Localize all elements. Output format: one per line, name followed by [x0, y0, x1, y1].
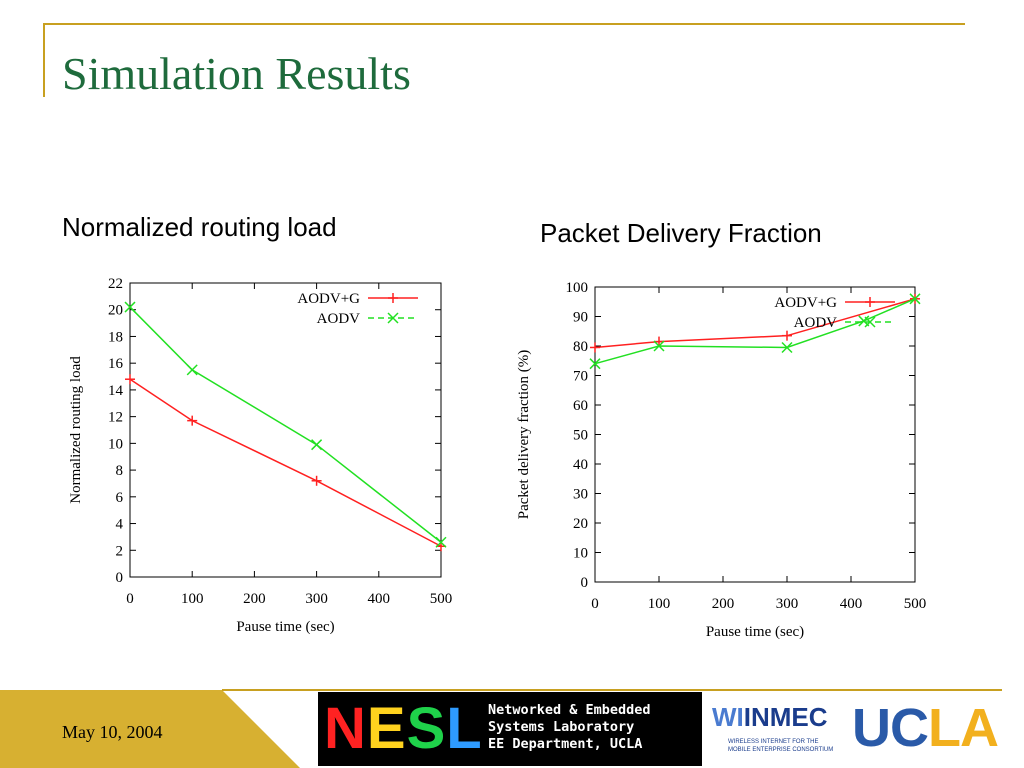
- legend-label-aodv-g: AODV+G: [297, 291, 360, 307]
- y-tick-label: 2: [116, 543, 124, 559]
- chart-caption-routing-load: Normalized routing load: [62, 212, 337, 242]
- title-frame: [43, 23, 965, 97]
- y-tick-label: 0: [116, 570, 124, 586]
- nesl-line-1: Networked & Embedded: [488, 702, 651, 718]
- series-line-aodv-g: [129, 378, 442, 547]
- y-tick-label: 4: [116, 517, 124, 533]
- slide-title: Simulation Results: [62, 48, 411, 99]
- nesl-line-3: EE Department, UCLA: [488, 736, 643, 752]
- winmec-mark-b: INMEC: [743, 702, 828, 732]
- legend-marker-aodv-d2: [864, 316, 876, 328]
- data-point-aodv-d1: [653, 340, 665, 352]
- y-tick-label: 12: [108, 410, 123, 426]
- ucla-part-uc: UC: [852, 698, 929, 758]
- legend-label-aodv-g: AODV+G: [774, 295, 837, 311]
- y-tick-label: 18: [108, 329, 123, 345]
- footer-gold-band: [0, 690, 300, 768]
- y-tick-label: 10: [108, 436, 123, 452]
- plot-frame: [129, 282, 442, 578]
- y-tick-label: 90: [573, 310, 588, 326]
- legend-label-aodv: AODV: [794, 315, 837, 331]
- winmec-mark-a: WI: [712, 702, 744, 732]
- nesl-wordmark: NESL: [324, 696, 483, 762]
- x-tick-label: 500: [904, 596, 927, 612]
- nesl-letter-n: N: [324, 696, 367, 761]
- data-point-aodv-d2: [909, 293, 921, 305]
- series-line-aodv: [129, 306, 442, 543]
- x-axis-label: Pause time (sec): [706, 624, 804, 640]
- data-point-aodv-d1: [186, 364, 198, 376]
- footer-rule: [222, 689, 1002, 691]
- y-tick-label: 10: [573, 546, 588, 562]
- winmec-logo: WIINMEC WIRELESS INTERNET FOR THE MOBILE…: [712, 698, 842, 762]
- winmec-wordmark: WIINMEC: [712, 702, 828, 733]
- y-tick-label: 0: [581, 575, 589, 591]
- data-point-aodv-d2: [124, 301, 136, 313]
- y-tick-label: 16: [108, 356, 124, 372]
- nesl-letter-s: S: [406, 696, 447, 761]
- x-tick-label: 400: [368, 591, 391, 607]
- y-tick-label: 100: [566, 280, 589, 296]
- y-tick-label: 14: [108, 383, 124, 399]
- data-point-aodv-d2: [435, 536, 447, 548]
- y-axis-label: Packet delivery fraction (%): [516, 350, 532, 520]
- data-point-aodv-d1: [781, 341, 793, 354]
- y-tick-label: 6: [116, 490, 124, 506]
- x-tick-label: 100: [648, 596, 671, 612]
- y-tick-label: 20: [108, 303, 123, 319]
- legend-label-aodv: AODV: [317, 311, 360, 327]
- y-tick-label: 80: [573, 339, 588, 355]
- x-tick-label: 300: [776, 596, 799, 612]
- legend-marker-aodv-d1: [387, 312, 399, 324]
- series-line-aodv: [594, 298, 916, 365]
- data-point-aodv-d2: [311, 439, 323, 451]
- nesl-text: Networked & Embedded Systems Laboratory EE…: [488, 702, 651, 753]
- data-point-aodv-d1: [858, 315, 870, 327]
- data-point-aodv-d2: [589, 358, 601, 370]
- y-tick-label: 20: [573, 516, 588, 532]
- x-tick-label: 100: [181, 591, 204, 607]
- legend-marker-aodv-d1: [864, 316, 876, 328]
- nesl-logo: NESL Networked & Embedded Systems Laborat…: [318, 692, 702, 766]
- plot-frame: [594, 286, 916, 583]
- data-point-aodv-d1: [311, 439, 323, 451]
- legend-marker-aodv-d2: [387, 312, 399, 324]
- y-tick-label: 22: [108, 276, 123, 292]
- data-point-aodv-d1: [589, 358, 601, 370]
- x-tick-label: 300: [305, 591, 328, 607]
- chart-caption-delivery-fraction: Packet Delivery Fraction: [540, 218, 822, 248]
- data-point-aodv-d2: [186, 364, 198, 376]
- series-line-aodv-g: [594, 298, 916, 349]
- data-point-aodv-d1: [435, 536, 447, 548]
- ucla-part-la: LA: [928, 698, 999, 758]
- data-point-aodv-d1: [909, 293, 921, 305]
- y-tick-label: 30: [573, 487, 588, 503]
- winmec-subtitle: WIRELESS INTERNET FOR THE MOBILE ENTERPR…: [728, 739, 834, 753]
- x-tick-label: 0: [126, 591, 134, 607]
- x-tick-label: 400: [840, 596, 863, 612]
- x-tick-label: 200: [243, 591, 266, 607]
- y-tick-label: 70: [573, 369, 588, 385]
- y-tick-label: 60: [573, 398, 588, 414]
- y-tick-label: 40: [573, 457, 588, 473]
- footer-date: May 10, 2004: [62, 722, 163, 742]
- y-tick-label: 8: [116, 463, 124, 479]
- nesl-line-2: Systems Laboratory: [488, 719, 635, 735]
- nesl-letter-e: E: [366, 696, 407, 761]
- ucla-logo: UCLA: [852, 696, 999, 760]
- data-point-aodv-d2: [781, 341, 793, 354]
- data-point-aodv-d2: [653, 340, 665, 352]
- x-tick-label: 0: [591, 596, 599, 612]
- nesl-letter-l: L: [446, 696, 483, 761]
- y-axis-label: Normalized routing load: [68, 356, 84, 504]
- x-axis-label: Pause time (sec): [236, 619, 334, 635]
- x-tick-label: 200: [712, 596, 735, 612]
- y-tick-label: 50: [573, 428, 588, 444]
- x-tick-label: 500: [430, 591, 453, 607]
- data-point-aodv-d2: [858, 315, 870, 327]
- data-point-aodv-d1: [124, 301, 136, 313]
